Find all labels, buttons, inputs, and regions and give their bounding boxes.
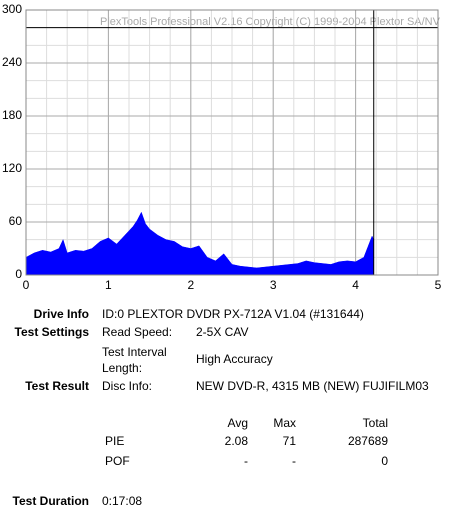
label: Test Interval bbox=[102, 345, 167, 359]
x-tick-label: 3 bbox=[270, 278, 277, 292]
area bbox=[25, 211, 374, 276]
cell: 71 bbox=[283, 434, 297, 448]
label: Length: bbox=[102, 361, 142, 375]
cell: 287689 bbox=[348, 434, 388, 448]
x-tick-label: 4 bbox=[352, 278, 359, 292]
y-tick-label: 180 bbox=[2, 108, 22, 122]
y-tick-label: 240 bbox=[2, 55, 22, 69]
label: Read Speed: bbox=[102, 325, 172, 339]
cell: - bbox=[292, 454, 296, 468]
cell: 0 bbox=[381, 454, 388, 468]
value: 2-5X CAV bbox=[196, 325, 248, 339]
cell: - bbox=[244, 454, 248, 468]
x-tick-label: 0 bbox=[23, 278, 30, 292]
y-tick-label: 0 bbox=[15, 267, 22, 281]
label: Disc Info: bbox=[102, 379, 152, 393]
x-tick-label: 1 bbox=[105, 278, 112, 292]
plot-border bbox=[25, 9, 439, 276]
label: Test Duration bbox=[13, 494, 89, 508]
label: Drive Info bbox=[34, 307, 89, 321]
value: NEW DVD-R, 4315 MB (NEW) FUJIFILM03 bbox=[196, 379, 429, 393]
row-label: PIE bbox=[105, 434, 124, 448]
y-tick-label: 120 bbox=[2, 161, 22, 175]
x-tick-label: 5 bbox=[435, 278, 442, 292]
watermark: PlexTools Professional V2.16 Copyright (… bbox=[100, 16, 441, 28]
cell: 2.08 bbox=[225, 434, 249, 448]
x-tick-label: 2 bbox=[187, 278, 194, 292]
header: Avg bbox=[228, 416, 248, 430]
label: Test Settings bbox=[15, 325, 90, 339]
y-tick-label: 300 bbox=[2, 2, 22, 16]
header: Max bbox=[273, 416, 296, 430]
value: 0:17:08 bbox=[102, 494, 142, 508]
y-tick-label: 60 bbox=[9, 214, 23, 228]
value: ID:0 PLEXTOR DVDR PX-712A V1.04 (#131644… bbox=[102, 307, 364, 321]
label: Test Result bbox=[25, 379, 89, 393]
value: High Accuracy bbox=[196, 352, 273, 366]
header: Total bbox=[363, 416, 388, 430]
row-label: POF bbox=[105, 454, 130, 468]
